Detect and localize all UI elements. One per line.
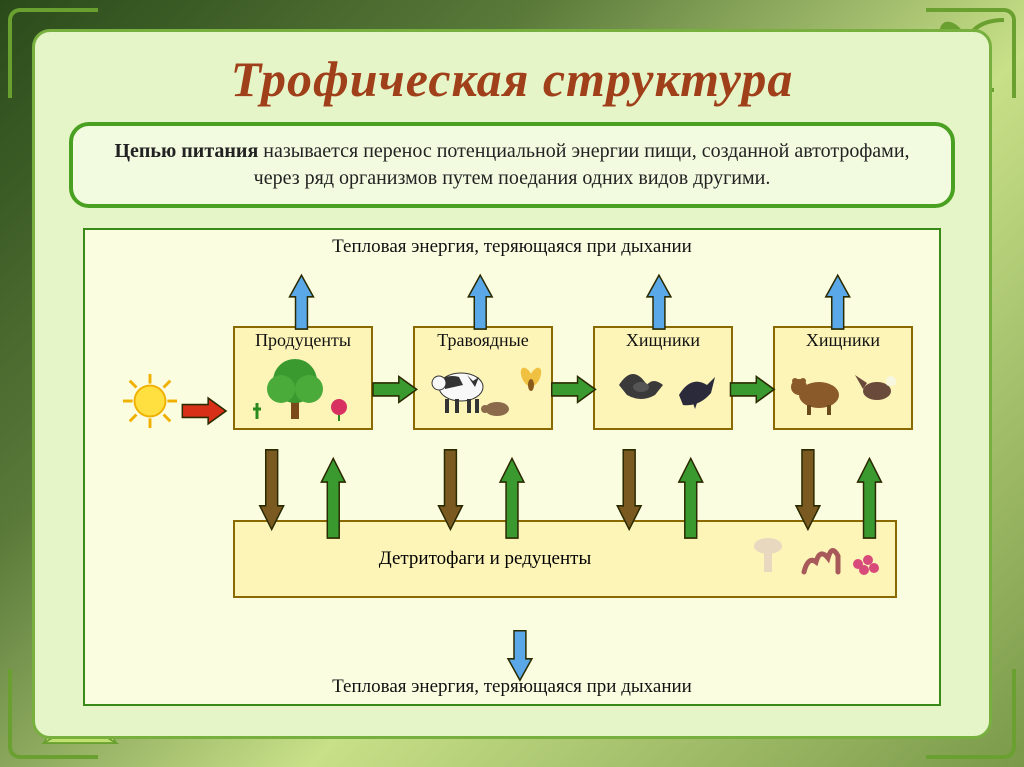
lede-box: Цепью питания называется перенос потенци… bbox=[69, 122, 955, 208]
page-title: Трофическая структура bbox=[63, 50, 961, 108]
diagram-area: Тепловая энергия, теряющаяся при дыхании… bbox=[83, 228, 941, 706]
slide-panel: Трофическая структура Цепью питания назы… bbox=[32, 29, 992, 739]
lede-rest: называется перенос потенциальной энергии… bbox=[254, 140, 910, 189]
lede-lead: Цепью питания bbox=[114, 140, 258, 162]
arrows-overlay bbox=[85, 230, 939, 704]
